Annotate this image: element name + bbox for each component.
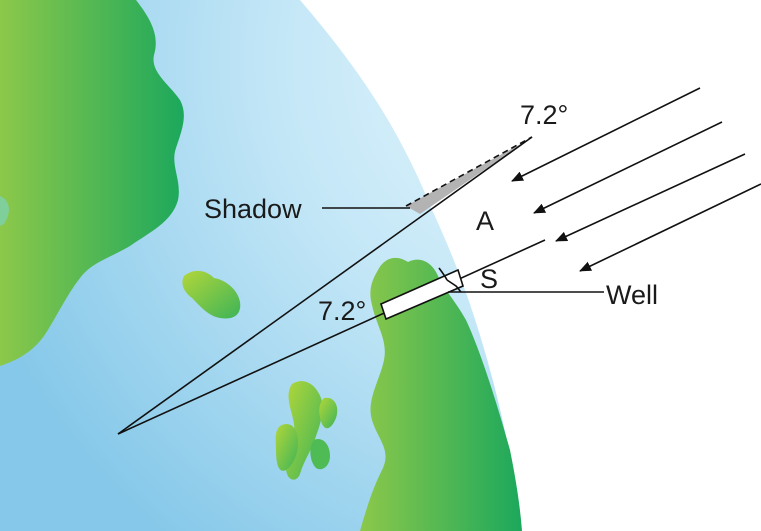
shadow-area bbox=[406, 140, 528, 214]
center-angle-label: 7.2° bbox=[318, 296, 366, 326]
well-shaft bbox=[380, 268, 464, 321]
well-label: Well bbox=[606, 280, 658, 310]
land-right bbox=[360, 257, 522, 531]
land-left bbox=[0, 0, 184, 366]
top-angle-label: 7.2° bbox=[520, 100, 568, 130]
island-bottom-2 bbox=[319, 397, 338, 429]
shadow-label: Shadow bbox=[204, 194, 302, 224]
island-small bbox=[182, 270, 241, 319]
shadow-dashed-line bbox=[405, 136, 533, 207]
sun-ray-2 bbox=[533, 121, 723, 214]
distance-label: S bbox=[480, 264, 498, 294]
island-bottom-4 bbox=[310, 438, 330, 470]
radius-line-well bbox=[117, 239, 546, 435]
sun-ray-4 bbox=[579, 183, 761, 272]
arc-length-label: A bbox=[476, 206, 494, 236]
radius-line-obelisk bbox=[117, 136, 533, 435]
island-bottom-3 bbox=[275, 423, 298, 471]
sun-ray-3 bbox=[555, 153, 746, 242]
land-left-nub bbox=[0, 196, 9, 226]
sun-ray-1 bbox=[511, 87, 701, 182]
